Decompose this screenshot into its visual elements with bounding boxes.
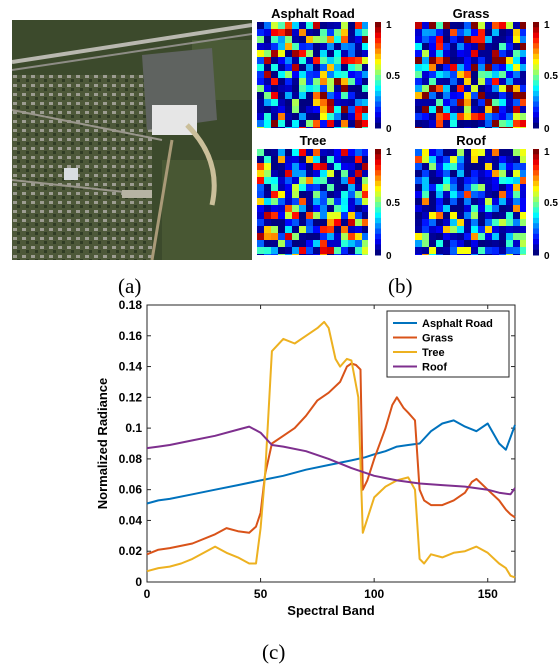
legend-label: Roof [422,362,447,374]
colorbar-tick-label: 0.5 [386,71,400,82]
spectral-line-chart: 0 50 100 150 0 0.02 0.04 0.06 0.08 0.1 0.12 0.14 0.1… [95,298,516,618]
colorbar: 10.50 [533,147,558,259]
colorbar-tick-label: 0 [544,251,550,259]
series-line-grass [146,362,516,556]
abundance-map-image [257,149,368,255]
x-tick-label: 0 [144,587,151,601]
y-axis-label: Normalized Radiance [95,378,110,510]
colorbar-tick-label: 1 [386,147,392,158]
aerial-image [12,20,252,260]
series-line-tree [146,320,516,579]
abundance-map-title: Grass [453,6,490,21]
y-tick-label: 0.16 [119,329,143,343]
colorbar-tick-label: 1 [544,20,550,31]
y-tick-label: 0.08 [119,452,143,466]
colorbar: 10.50 [375,20,400,132]
colorbar: 10.50 [533,20,558,132]
series-line-asphalt-road [146,419,516,505]
abundance-map-image [415,22,526,128]
abundance-map-image [415,149,526,255]
y-tick-label: 0.06 [119,483,143,497]
colorbar-tick-label: 0 [386,251,392,259]
legend: Asphalt Road Grass Tree Roof [386,310,510,378]
panel-b-label: (b) [388,274,413,298]
colorbar-tick-label: 0 [386,124,392,132]
x-tick-label: 50 [254,587,268,601]
colorbar: 10.50 [375,147,400,259]
y-tick-label: 0.12 [119,390,143,404]
y-tick-label: 0.18 [119,298,143,312]
colorbar-tick-label: 1 [386,20,392,31]
y-tick-label: 0.1 [125,421,142,435]
abundance-map-title: Asphalt Road [271,6,355,21]
x-tick-label: 150 [478,587,498,601]
colorbar-tick-label: 0.5 [544,71,558,82]
abundance-map-title: Tree [300,133,327,148]
series-line-roof [146,425,516,496]
panel-c-label: (c) [262,640,286,664]
legend-label: Tree [422,347,445,359]
colorbar-tick-label: 0.5 [386,198,400,209]
abundance-map-title: Roof [456,133,486,148]
colorbar-tick-label: 0 [544,124,550,132]
panel-a-label: (a) [118,274,142,298]
x-axis-label: Spectral Band [287,603,374,618]
y-tick-label: 0.14 [119,360,143,374]
colorbar-tick-label: 0.5 [544,198,558,209]
colorbar-tick-label: 1 [544,147,550,158]
y-tick-label: 0.04 [119,513,143,527]
legend-label: Grass [422,333,453,345]
y-tick-label: 0 [135,575,142,589]
abundance-map-image [257,22,368,128]
x-tick-label: 100 [364,587,384,601]
y-tick-label: 0.02 [119,544,143,558]
legend-label: Asphalt Road [422,318,493,330]
